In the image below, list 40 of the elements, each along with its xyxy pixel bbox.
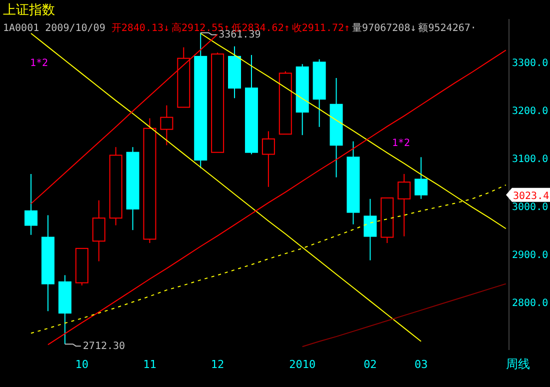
y-tick-label: 3200.0 xyxy=(512,106,548,118)
annotation: 额9524267· xyxy=(418,22,476,34)
candlestick xyxy=(92,200,106,262)
y-tick-label: 3100.0 xyxy=(512,154,548,166)
candlestick xyxy=(398,173,411,237)
x-tick-label: 10 xyxy=(75,358,89,371)
candlestick xyxy=(109,146,122,226)
candlestick xyxy=(346,140,360,225)
annotation: 开2840.13↓ xyxy=(111,23,170,34)
line-series xyxy=(30,34,218,204)
candlestick xyxy=(160,104,174,146)
candlestick xyxy=(228,46,242,99)
annotation: 量97067208↓ xyxy=(352,23,416,34)
candlestick xyxy=(126,146,140,231)
candlestick xyxy=(330,78,343,178)
annotation: 1*2 xyxy=(30,58,48,69)
annotation: 2712.30 xyxy=(82,341,126,352)
text: 周线 xyxy=(506,357,530,371)
candlestick xyxy=(24,173,38,236)
x-tick-label: 2010 xyxy=(289,358,316,371)
chart-subtitle: 1A0001 2009/10/09 xyxy=(3,23,106,34)
y-tick-label: 3300.0 xyxy=(512,58,548,70)
candlestick xyxy=(58,274,72,345)
x-tick-label: 12 xyxy=(210,358,224,371)
annotation: 3023.4 xyxy=(513,190,550,202)
candlestick xyxy=(143,118,156,244)
x-tick-label: 02 xyxy=(364,358,377,371)
chart-title: 上证指数 xyxy=(3,3,55,18)
annotation: 3361.39 xyxy=(218,30,261,41)
candlestick xyxy=(364,198,377,261)
x-tick-label: 03 xyxy=(414,358,428,371)
candlestick xyxy=(262,130,275,188)
candlestick xyxy=(41,214,54,312)
line-series xyxy=(302,283,506,348)
y-tick-label: 2800.0 xyxy=(512,298,548,310)
annotation: 1*2 xyxy=(392,138,410,149)
x-tick-label: 11 xyxy=(143,358,156,371)
annotation: 收2911.72↑ xyxy=(292,23,350,34)
y-tick-label: 2900.0 xyxy=(512,250,548,262)
y-tick-label: 3000.0 xyxy=(512,202,548,214)
